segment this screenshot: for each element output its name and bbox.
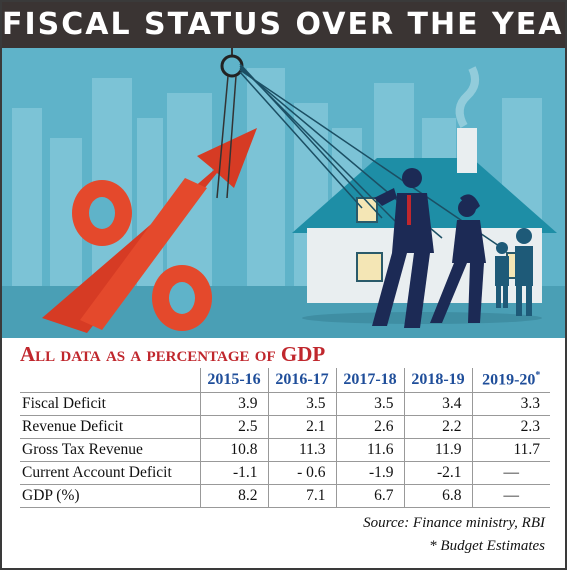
table-row: Current Account Deficit -1.1- 0.6 -1.9 -2.1… (20, 461, 550, 485)
data-cell: 2.2 (403, 415, 472, 439)
year-header: 2019-20* (471, 368, 550, 393)
header-blank (20, 368, 200, 393)
table-row: Gross Tax Revenue 10.8 11.3 11.6 11.9 11.7 (20, 438, 550, 462)
data-cell: 7.1 (267, 484, 336, 508)
data-cell: 10.8 (199, 438, 268, 462)
year-header: 2017-18 (335, 368, 404, 393)
data-cell: — (471, 484, 550, 508)
businesswoman-pulling-icon (430, 194, 486, 323)
year-header: 2015-16 (199, 368, 268, 393)
source-note: Source: Finance ministry, RBI (363, 515, 545, 531)
data-cell: 6.8 (403, 484, 472, 508)
data-cell: 6.7 (335, 484, 404, 508)
data-cell: 2.6 (335, 415, 404, 439)
data-cell: 2.5 (199, 415, 268, 439)
row-label: Current Account Deficit (20, 461, 200, 485)
data-cell: 2.1 (267, 415, 336, 439)
row-label: Fiscal Deficit (20, 392, 200, 416)
data-cell: 11.9 (403, 438, 472, 462)
data-cell: 2.3 (471, 415, 550, 439)
shadow (302, 312, 542, 324)
title-bar (2, 2, 565, 48)
year-header: 2016-17 (267, 368, 336, 393)
data-cell: 11.3 (267, 438, 336, 462)
subtitle-rest: ll data as a percentage of (35, 342, 276, 366)
data-cell: 3.9 (199, 392, 268, 416)
family-icon (495, 228, 533, 316)
row-label: Revenue Deficit (20, 415, 200, 439)
percent-sign-icon (72, 178, 212, 331)
row-label: Gross Tax Revenue (20, 438, 200, 462)
data-cell: - 0.6 (267, 461, 336, 485)
businessman-pulling-icon (372, 168, 434, 328)
year-header-label: 2019-20 (482, 371, 536, 389)
data-cell: 3.5 (335, 392, 404, 416)
table-row: Fiscal Deficit 3.9 3.5 3.5 3.4 3.3 (20, 392, 550, 416)
illustration (2, 48, 565, 338)
year-header: 2018-19 (403, 368, 472, 393)
data-cell: -1.9 (335, 461, 404, 485)
data-cell: 3.4 (403, 392, 472, 416)
data-cell: 3.3 (471, 392, 550, 416)
subtitle-lead: A (20, 342, 36, 366)
subtitle-tail: GDP (280, 342, 326, 366)
header-row: 2015-16 2016-17 2017-18 2018-19 2019-20* (20, 368, 550, 393)
row-label: GDP (%) (20, 484, 200, 508)
data-cell: 11.6 (335, 438, 404, 462)
data-cell: 3.5 (267, 392, 336, 416)
footnote: * Budget Estimates (429, 538, 545, 554)
data-cell: 11.7 (471, 438, 550, 462)
data-cell: 8.2 (199, 484, 268, 508)
note-mark: * (535, 370, 541, 382)
data-cell: — (471, 461, 550, 485)
data-cell: -1.1 (199, 461, 268, 485)
fiscal-data-table: 2015-16 2016-17 2017-18 2018-19 2019-20*… (20, 368, 550, 508)
data-cell: -2.1 (403, 461, 472, 485)
table-row: GDP (%) 8.2 7.1 6.7 6.8— (20, 484, 550, 508)
chart-subtitle: All data as a percentage of GDP (20, 342, 325, 367)
table-row: Revenue Deficit 2.5 2.1 2.6 2.2 2.3 (20, 415, 550, 439)
page-title: FISCAL STATUS OVER THE YEARS (2, 7, 567, 42)
